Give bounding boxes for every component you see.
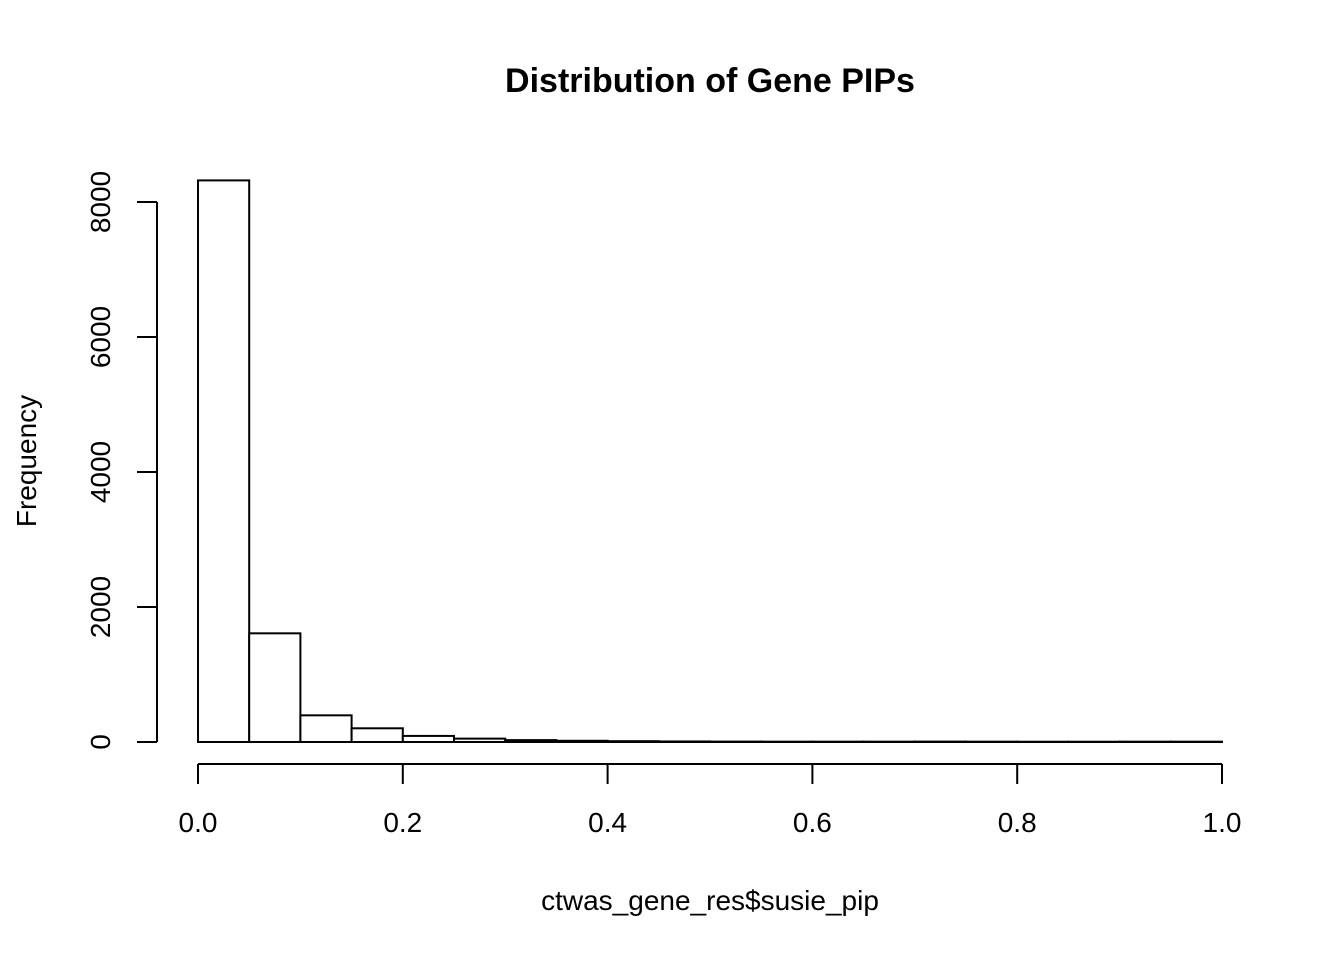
- x-tick-label: 0.6: [793, 807, 832, 838]
- chart-title: Distribution of Gene PIPs: [505, 62, 915, 100]
- y-tick-label: 4000: [85, 441, 116, 503]
- x-tick-label: 0.0: [179, 807, 218, 838]
- histogram-bar: [197, 179, 251, 743]
- y-axis-label: Frequency: [11, 395, 42, 527]
- x-axis-label: ctwas_gene_res$susie_pip: [541, 885, 879, 916]
- histogram-bar: [453, 737, 507, 743]
- histogram-bar: [350, 727, 404, 743]
- histogram-bar: [606, 740, 660, 744]
- histogram-bar: [248, 632, 302, 744]
- histogram-bar: [555, 739, 609, 743]
- histogram-bar: [299, 714, 353, 744]
- histogram-bar: [401, 734, 455, 743]
- x-tick-label: 0.8: [998, 807, 1037, 838]
- y-tick-label: 6000: [85, 306, 116, 368]
- y-tick-label: 8000: [85, 171, 116, 233]
- x-tick-label: 1.0: [1203, 807, 1242, 838]
- y-tick-label: 0: [85, 734, 116, 750]
- y-tick-label: 2000: [85, 576, 116, 638]
- x-tick-label: 0.4: [588, 807, 627, 838]
- x-tick-label: 0.2: [383, 807, 422, 838]
- histogram-bar: [504, 739, 558, 743]
- histogram-bar: [657, 740, 711, 744]
